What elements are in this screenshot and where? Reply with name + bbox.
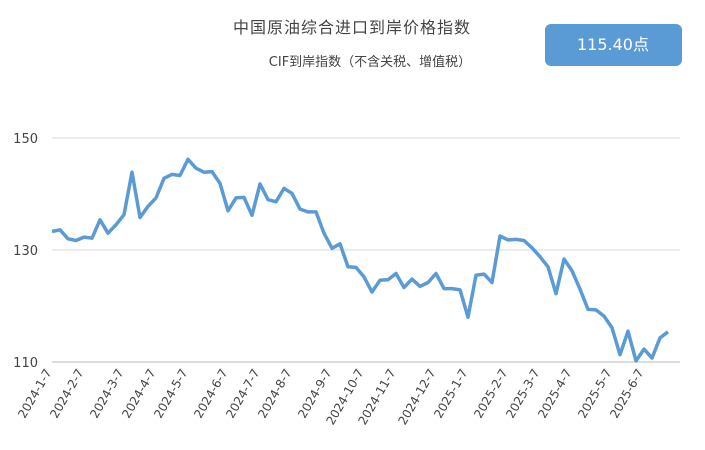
y-tick-label: 110 bbox=[13, 356, 38, 371]
y-tick-label: 150 bbox=[13, 132, 38, 147]
data-line bbox=[51, 157, 670, 363]
x-tick-label: 2024-12-7 bbox=[395, 367, 438, 428]
badge-text: 115.40点 bbox=[577, 35, 649, 54]
badge bbox=[545, 24, 682, 66]
chart-subtitle: CIF到岸指数（不含关税、增值税） bbox=[269, 54, 471, 70]
chart-title: 中国原油综合进口到岸价格指数 bbox=[233, 18, 471, 37]
y-tick-label: 130 bbox=[13, 244, 38, 259]
